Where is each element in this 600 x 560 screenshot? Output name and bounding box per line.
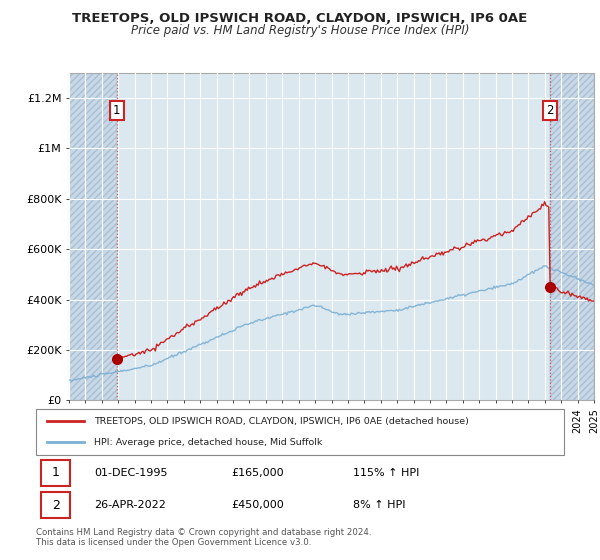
Text: HPI: Average price, detached house, Mid Suffolk: HPI: Average price, detached house, Mid … (94, 438, 322, 447)
Text: TREETOPS, OLD IPSWICH ROAD, CLAYDON, IPSWICH, IP6 0AE (detached house): TREETOPS, OLD IPSWICH ROAD, CLAYDON, IPS… (94, 417, 469, 426)
Text: Contains HM Land Registry data © Crown copyright and database right 2024.
This d: Contains HM Land Registry data © Crown c… (36, 528, 371, 547)
Text: 1: 1 (52, 466, 60, 479)
Text: £165,000: £165,000 (232, 468, 284, 478)
FancyBboxPatch shape (36, 409, 564, 455)
Text: 2: 2 (52, 498, 60, 512)
FancyBboxPatch shape (41, 492, 70, 518)
Text: 2: 2 (546, 104, 554, 117)
Text: TREETOPS, OLD IPSWICH ROAD, CLAYDON, IPSWICH, IP6 0AE: TREETOPS, OLD IPSWICH ROAD, CLAYDON, IPS… (73, 12, 527, 25)
Text: Price paid vs. HM Land Registry's House Price Index (HPI): Price paid vs. HM Land Registry's House … (131, 24, 469, 37)
Text: 8% ↑ HPI: 8% ↑ HPI (353, 500, 406, 510)
Text: 01-DEC-1995: 01-DEC-1995 (94, 468, 167, 478)
Text: 26-APR-2022: 26-APR-2022 (94, 500, 166, 510)
FancyBboxPatch shape (41, 460, 70, 486)
Text: £450,000: £450,000 (232, 500, 284, 510)
Text: 1: 1 (113, 104, 121, 117)
Text: 115% ↑ HPI: 115% ↑ HPI (353, 468, 419, 478)
